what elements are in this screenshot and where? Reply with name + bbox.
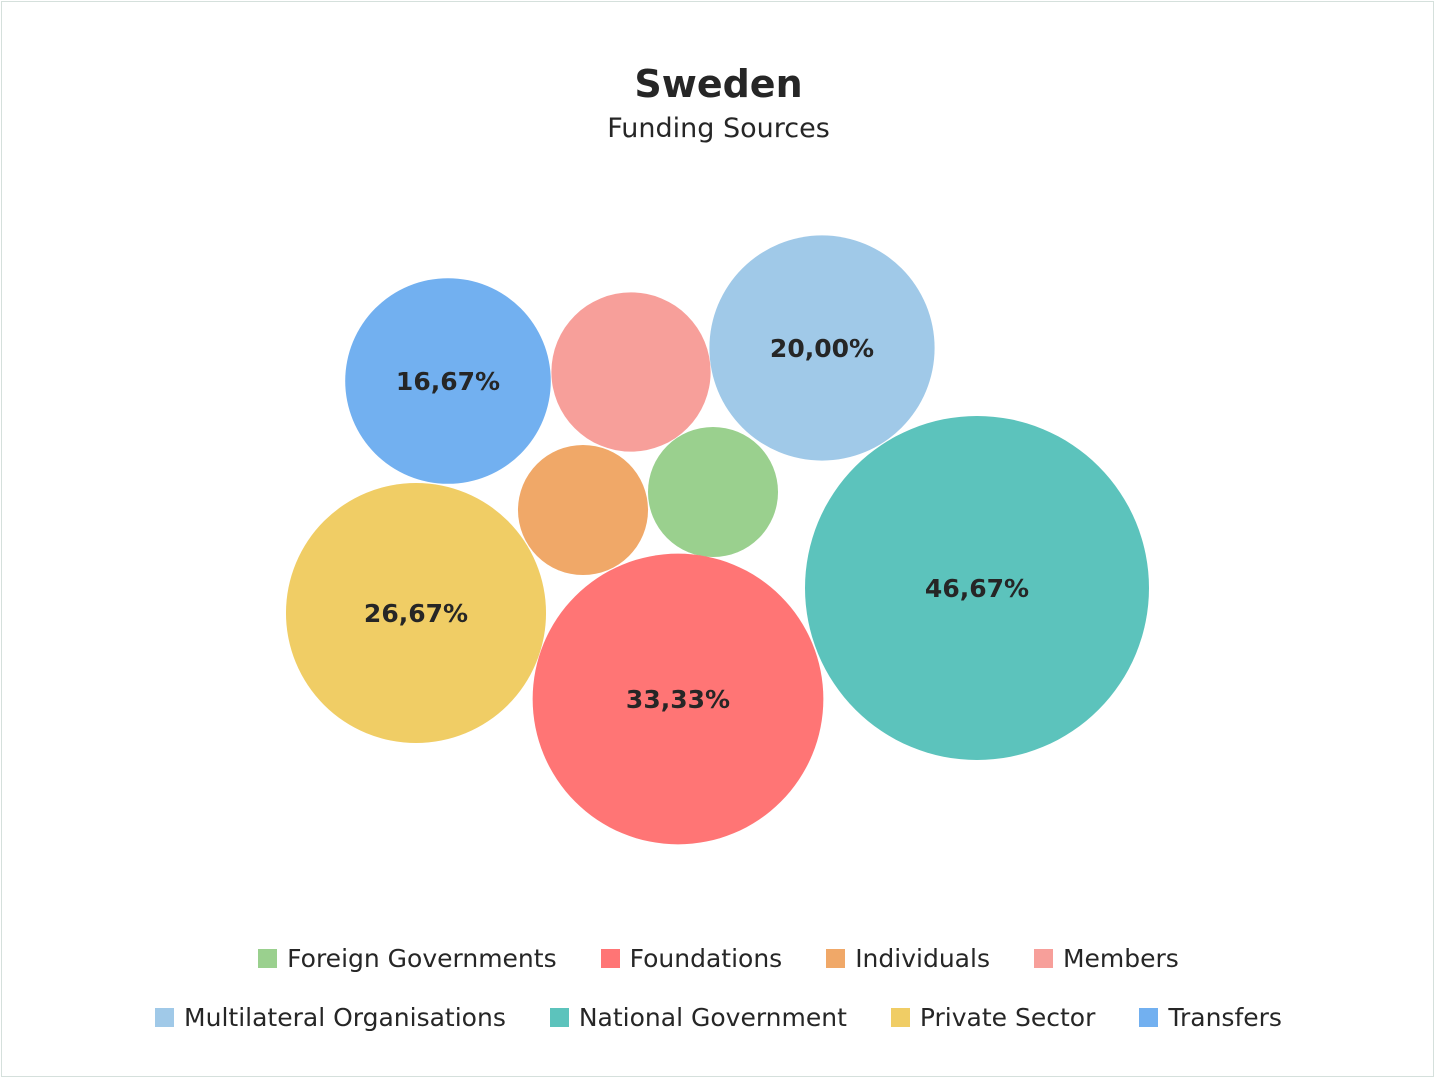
legend-swatch (258, 949, 278, 968)
legend-label: Members (1062, 944, 1179, 973)
legend-row: Multilateral Organisations National Gover… (0, 1003, 1437, 1032)
legend-row: Foreign Governments Foundations Individual… (0, 944, 1437, 973)
legend-label: Multilateral Organisations (184, 1003, 506, 1032)
legend-swatch (155, 1008, 175, 1027)
legend-item-foundations[interactable]: Foundations (600, 944, 783, 973)
legend-label: Foundations (629, 944, 783, 973)
legend-swatch (600, 949, 620, 968)
bubble-foundations[interactable] (532, 553, 824, 845)
data-label: 33,33% (626, 685, 730, 714)
legend-label: Individuals (855, 944, 990, 973)
legend-swatch (826, 949, 846, 968)
legend-item-members[interactable]: Members (1033, 944, 1179, 973)
legend-item-individuals[interactable]: Individuals (826, 944, 990, 973)
bubble-individuals[interactable] (517, 444, 649, 576)
legend-item-transfers[interactable]: Transfers (1139, 1003, 1282, 1032)
chart-subtitle: Funding Sources (607, 113, 830, 144)
legend-item-private-sector[interactable]: Private Sector (890, 1003, 1096, 1032)
legend-label: Transfers (1168, 1003, 1282, 1032)
chart-title: Sweden (634, 62, 803, 106)
legend-label: Foreign Governments (287, 944, 557, 973)
bubble-transfers[interactable] (345, 278, 551, 484)
data-label: 20,00% (770, 334, 874, 363)
data-label: 26,67% (364, 599, 468, 628)
legend-swatch (890, 1008, 910, 1027)
bubble-multilateral-organisations[interactable] (709, 235, 935, 461)
bubble-national-government[interactable] (805, 416, 1149, 760)
data-label: 46,67% (925, 574, 1029, 603)
legend-item-national-government[interactable]: National Government (549, 1003, 847, 1032)
legend-label: National Government (578, 1003, 847, 1032)
legend-swatch (1033, 949, 1053, 968)
legend-item-foreign-governments[interactable]: Foreign Governments (258, 944, 557, 973)
data-label: 16,67% (396, 367, 500, 396)
legend-swatch (549, 1008, 569, 1027)
legend-item-multilateral-organisations[interactable]: Multilateral Organisations (155, 1003, 506, 1032)
bubble-private-sector[interactable] (285, 482, 547, 744)
legend-swatch (1139, 1008, 1159, 1027)
bubble-foreign-governments[interactable] (647, 426, 779, 558)
bubble-members[interactable] (551, 292, 711, 452)
legend-label: Private Sector (919, 1003, 1096, 1032)
